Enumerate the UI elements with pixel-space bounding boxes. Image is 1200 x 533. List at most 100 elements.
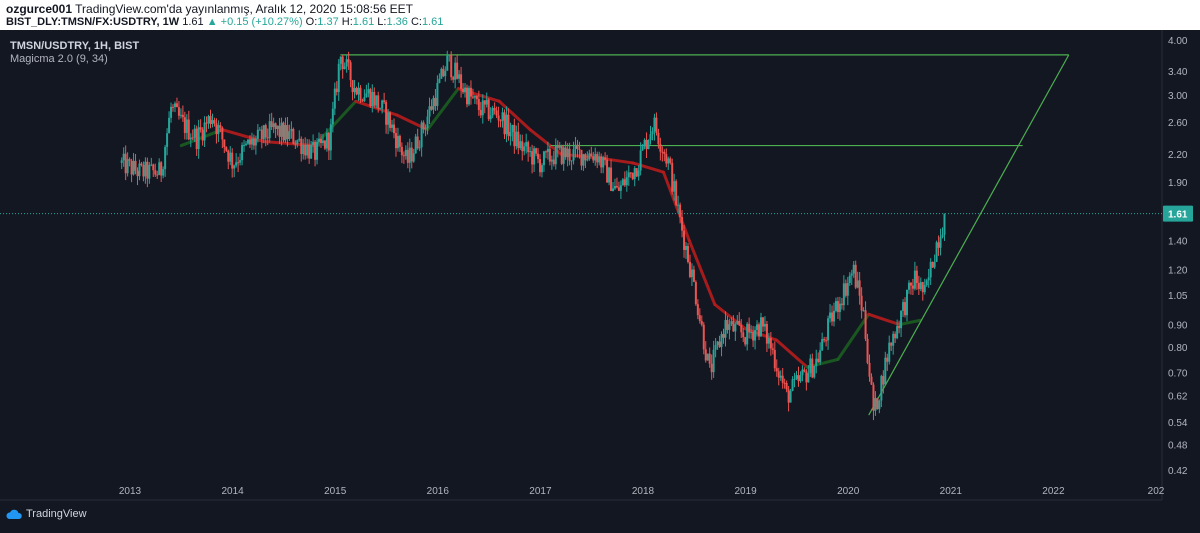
legend-symbol[interactable]: TMSN/USDTRY, 1H, BIST (10, 40, 140, 52)
candle-body (677, 204, 680, 206)
price-chart[interactable]: 4.00 3.40 3.00 2.60 2.20 1.90 1.40 1.20 1.05 0.90… (0, 30, 1200, 528)
candle-body (909, 282, 912, 286)
candle-body (716, 341, 719, 346)
candle-body (615, 186, 618, 188)
candle-body (685, 246, 688, 250)
candle-body (754, 330, 757, 341)
candle-body (509, 131, 512, 137)
candle-body (219, 125, 222, 128)
candle-body (160, 162, 163, 176)
candle-body (473, 96, 476, 98)
candle-body (187, 119, 190, 140)
candle-body (462, 88, 465, 93)
candle-body (201, 129, 204, 141)
last-price-label: 1.61 (1168, 210, 1188, 221)
chart-area[interactable]: 4.00 3.40 3.00 2.60 2.20 1.90 1.40 1.20 1.05 0.90… (0, 30, 1200, 528)
price-tick-label: 0.70 (1168, 369, 1188, 380)
candle-body (817, 358, 820, 363)
candle-body (282, 122, 285, 141)
candle-body (606, 159, 609, 183)
time-axis[interactable]: 2013 2014 2015 2016 2017 2018 2019 2020 2021 2022… (0, 486, 1165, 501)
price-tick-label: 0.90 (1168, 321, 1188, 332)
candle-body (740, 325, 743, 333)
time-tick-label: 2014 (221, 486, 244, 497)
candle-body (651, 131, 654, 135)
candle-body (771, 348, 774, 350)
candle-body (454, 62, 457, 80)
candle-body (896, 325, 899, 339)
candle-body (580, 149, 583, 166)
candle-body (655, 117, 658, 133)
candle-body (683, 230, 686, 250)
candle-body (588, 153, 591, 160)
candle-body (146, 161, 149, 179)
high-label: H: (341, 16, 353, 28)
tradingview-brand[interactable]: TradingView (6, 508, 87, 520)
candle-body (862, 310, 865, 312)
candle-body (913, 270, 916, 289)
candle-body (590, 153, 593, 157)
candle-body (231, 152, 234, 169)
candle-body (923, 285, 926, 293)
candle-body (568, 148, 571, 161)
candle-body (550, 159, 553, 162)
candle-body (669, 158, 672, 163)
candle-body (789, 390, 792, 403)
high-value: 1.61 (352, 16, 375, 28)
candle-body (262, 125, 265, 140)
candle-body (535, 148, 538, 154)
candle-body (460, 74, 463, 89)
candle-body (260, 129, 263, 140)
candle-body (925, 280, 928, 286)
legend-indicator[interactable]: Magicma 2.0 (9, 34) (10, 53, 108, 65)
candle-body (700, 320, 703, 325)
candle-body (688, 261, 691, 278)
candle-body (245, 143, 248, 145)
candle-body (436, 82, 439, 106)
candle-body (572, 149, 575, 161)
price-tick-label: 0.80 (1168, 343, 1188, 354)
candle-body (681, 217, 684, 231)
candle-body (424, 128, 427, 130)
candle-body (426, 116, 429, 129)
drawings-layer (179, 54, 1070, 416)
candle-body (343, 66, 346, 69)
candle-body (919, 282, 922, 289)
chart-legend[interactable]: TMSN/USDTRY, 1H, BIST Magicma 2.0 (9, 34… (10, 40, 139, 66)
candle-body (211, 120, 214, 124)
candle-body (521, 141, 524, 152)
candle-body (308, 144, 311, 159)
candle-body (298, 138, 301, 141)
candle-body (373, 91, 376, 106)
candle-body (385, 102, 388, 125)
candle-body (254, 138, 257, 146)
candle-body (858, 280, 861, 296)
candle-body (775, 368, 778, 372)
candle-body (840, 303, 843, 306)
candle-body (602, 157, 605, 168)
candle-body (773, 349, 776, 369)
author-name[interactable]: ozgurce001 (6, 2, 73, 16)
candle-body (576, 144, 579, 149)
candle-body (554, 145, 557, 165)
candle-body (124, 153, 127, 174)
candle-body (327, 132, 330, 151)
candle-body (911, 285, 914, 289)
candle-body (152, 164, 155, 171)
price-axis[interactable]: 4.00 3.40 3.00 2.60 2.20 1.90 1.40 1.20 1.05 0.90… (1161, 30, 1188, 500)
candle-body (667, 158, 670, 164)
candle-body (410, 147, 413, 162)
candle-body (610, 167, 613, 191)
candle-body (375, 95, 378, 106)
candle-body (469, 87, 472, 97)
candle-body (136, 170, 139, 177)
candle-body (898, 325, 901, 329)
time-tick-label: 2021 (940, 486, 963, 497)
moving-average-segment (774, 338, 809, 369)
candle-body (321, 140, 324, 144)
candle-body (505, 114, 508, 135)
candle-body (296, 140, 299, 145)
candle-body (548, 148, 551, 162)
candle-body (900, 310, 903, 329)
candle-body (450, 54, 453, 78)
